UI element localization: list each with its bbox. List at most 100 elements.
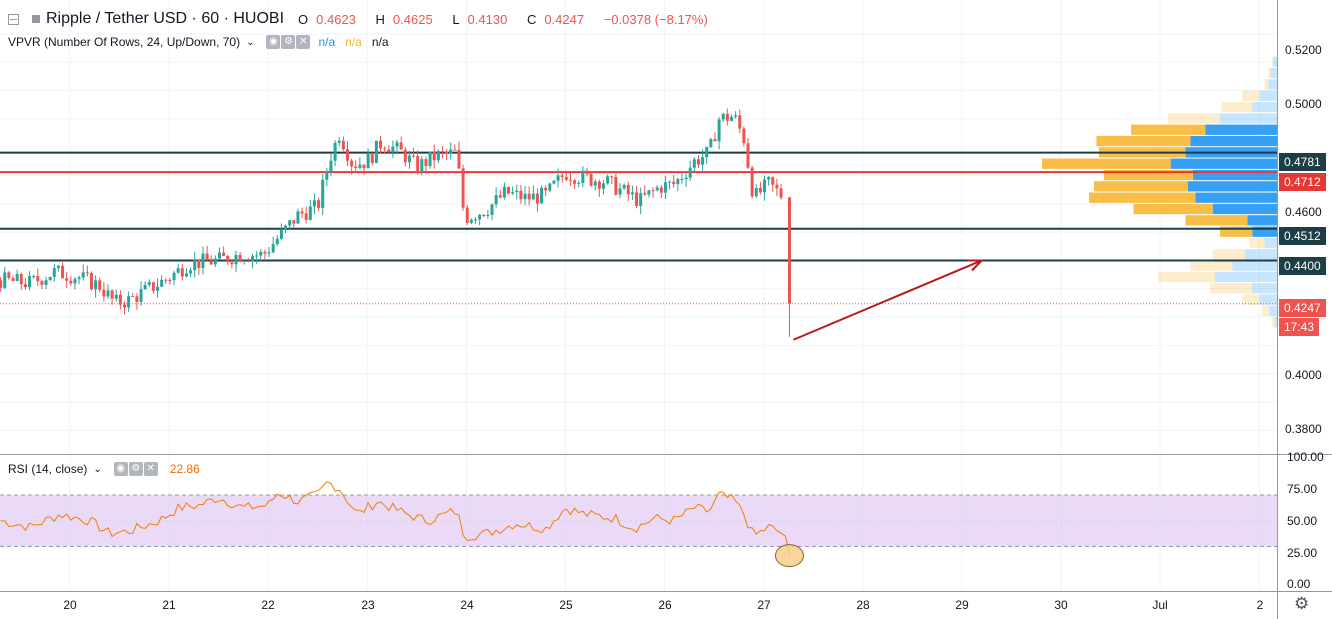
candle-body xyxy=(36,276,40,282)
vp-bar-up xyxy=(1232,260,1277,271)
candle-body xyxy=(635,192,639,206)
candle-body xyxy=(647,190,651,195)
rsi-buttons: ◉ ⚙ ✕ xyxy=(113,462,158,476)
candle-body xyxy=(511,192,515,194)
chart-settings-gear-icon[interactable]: ⚙ xyxy=(1294,594,1310,613)
candle-body xyxy=(329,160,333,172)
candle-body xyxy=(750,167,754,197)
gear-icon[interactable]: ⚙ xyxy=(128,462,143,476)
chevron-down-icon[interactable]: ⌄ xyxy=(246,36,255,48)
candle-body xyxy=(333,143,337,161)
candle-body xyxy=(705,146,709,158)
candle-body xyxy=(234,254,238,265)
date-tick: 26 xyxy=(658,598,672,612)
price-tick: 0.5000 xyxy=(1285,97,1322,111)
candle-body xyxy=(184,273,188,277)
candle-body xyxy=(767,176,771,180)
eye-icon[interactable]: ◉ xyxy=(113,462,128,476)
chevron-down-icon[interactable]: ⌄ xyxy=(93,463,102,475)
candle-body xyxy=(11,278,15,282)
candle-body xyxy=(577,182,581,184)
date-tick: 21 xyxy=(162,598,176,612)
candle-body xyxy=(606,176,610,184)
rsi-band xyxy=(0,495,1277,547)
candle-body xyxy=(23,284,27,288)
vp-bar-up xyxy=(1192,169,1277,181)
candle-body xyxy=(531,193,535,200)
last-price-tag: 0.4247 xyxy=(1279,299,1326,317)
candle-body xyxy=(659,187,663,193)
candle-body xyxy=(321,179,325,208)
vp-bar-down xyxy=(1221,101,1253,113)
candle-body xyxy=(585,170,589,175)
drawing-overlay[interactable] xyxy=(793,259,985,341)
vp-bar-up xyxy=(1187,181,1277,192)
candle-body xyxy=(498,195,502,198)
candle-body xyxy=(110,290,114,299)
candle-body xyxy=(156,286,160,291)
candle-body xyxy=(19,274,23,285)
vp-bar-down xyxy=(1262,305,1270,317)
candle-body xyxy=(692,159,696,168)
vpvr-label[interactable]: VPVR (Number Of Rows, 24, Up/Down, 70) xyxy=(8,35,241,49)
symbol-title[interactable]: Ripple / Tether USD · 60 · HUOBI xyxy=(46,10,285,27)
vp-bar-down xyxy=(1093,181,1188,192)
candle-body xyxy=(502,186,506,198)
candle-body xyxy=(515,190,519,193)
candle-body xyxy=(651,190,655,192)
forecast-arrow-head xyxy=(967,259,985,272)
close-icon[interactable]: ✕ xyxy=(296,35,311,49)
candle-body xyxy=(610,176,614,178)
candle-body xyxy=(279,229,283,239)
candle-body xyxy=(725,113,729,121)
candle-body xyxy=(564,176,568,180)
vp-bar-down xyxy=(1242,294,1260,305)
candle-body xyxy=(523,193,527,200)
close-icon[interactable]: ✕ xyxy=(143,462,158,476)
candle-body xyxy=(412,155,416,157)
candle-body xyxy=(180,268,184,277)
candle-body xyxy=(147,282,151,285)
date-tick: 28 xyxy=(856,598,870,612)
candle-body xyxy=(337,140,341,144)
candle-body xyxy=(416,155,420,173)
candle-body xyxy=(618,188,622,195)
candle-body xyxy=(275,238,279,245)
candle-body xyxy=(573,180,577,184)
vp-bar-up xyxy=(1220,113,1277,124)
candle-body xyxy=(52,268,56,277)
candle-body xyxy=(494,195,498,205)
rsi-label[interactable]: RSI (14, close) xyxy=(8,462,88,476)
candle-body xyxy=(758,188,762,193)
eye-icon[interactable]: ◉ xyxy=(266,35,281,49)
candle-body xyxy=(201,253,205,269)
candle-body xyxy=(478,214,482,220)
rsi-tick: 100.00 xyxy=(1287,450,1324,464)
candle-body xyxy=(436,151,440,161)
collapse-icon[interactable] xyxy=(8,13,19,25)
candle-body xyxy=(230,262,234,265)
vp-bar-down xyxy=(1268,67,1271,79)
vp-bar-up xyxy=(1170,158,1277,169)
price-levels[interactable] xyxy=(0,151,1277,305)
volume-profile xyxy=(1042,56,1277,328)
vp-bar-up xyxy=(1259,294,1277,305)
candle-body xyxy=(643,193,647,195)
candle-body xyxy=(482,214,486,216)
vp-bar-down xyxy=(1133,203,1213,215)
candle-body xyxy=(696,159,700,165)
candle-body xyxy=(317,200,321,208)
candle-body xyxy=(284,225,288,230)
candle-body xyxy=(560,175,564,177)
candle-body xyxy=(552,180,556,184)
candle-body xyxy=(69,280,73,284)
rsi-tick: 25.00 xyxy=(1287,546,1318,560)
gear-icon[interactable]: ⚙ xyxy=(281,35,296,49)
rsi-tick: 75.00 xyxy=(1287,482,1318,496)
vp-bar-up xyxy=(1268,79,1277,90)
interval: 60 xyxy=(201,10,220,27)
candle-body xyxy=(7,272,11,279)
low-value: 0.4130 xyxy=(467,11,508,27)
candles xyxy=(0,108,791,337)
